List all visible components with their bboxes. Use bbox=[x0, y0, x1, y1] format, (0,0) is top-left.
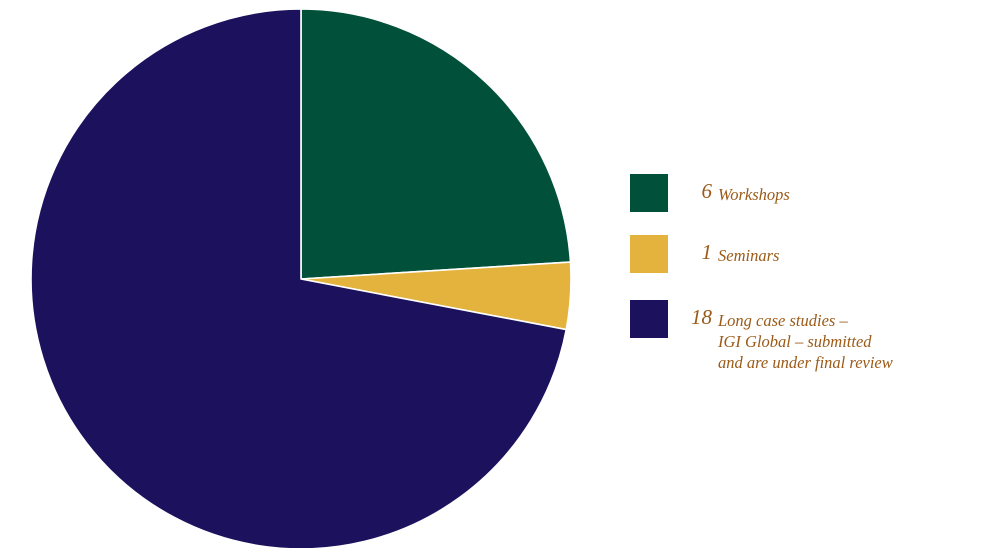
legend-swatch-seminars bbox=[630, 235, 668, 273]
legend-label-case-studies: Long case studies – IGI Global – submitt… bbox=[718, 310, 990, 373]
legend-label-workshops: Workshops bbox=[718, 184, 990, 205]
legend-number-workshops: 6 bbox=[701, 179, 713, 203]
legend-label-line: and are under final review bbox=[718, 353, 893, 372]
legend-label-line: Seminars bbox=[718, 246, 780, 265]
legend-number-seminars: 1 bbox=[701, 240, 713, 264]
legend-label-line: Workshops bbox=[718, 185, 790, 204]
legend-label-line: IGI Global – submitted bbox=[718, 332, 872, 351]
legend-swatch-workshops bbox=[630, 174, 668, 212]
legend-label-line: Long case studies – bbox=[718, 311, 848, 330]
legend-label-seminars: Seminars bbox=[718, 245, 990, 266]
legend-swatch-case-studies bbox=[630, 300, 668, 338]
pie-slice-case-studies bbox=[30, 8, 568, 548]
pie-slice-workshops bbox=[300, 8, 572, 280]
legend-number-case-studies: 18 bbox=[691, 305, 712, 329]
